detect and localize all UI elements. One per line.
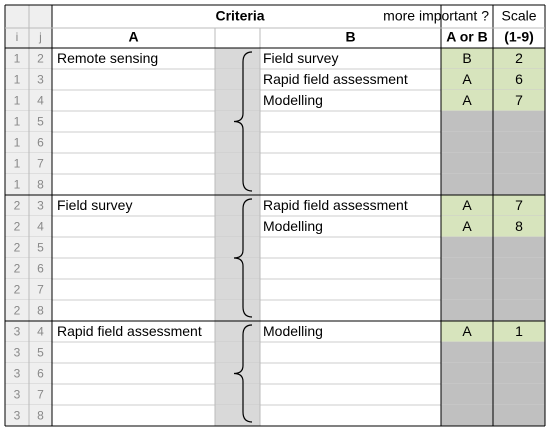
i-cell: 1: [14, 136, 21, 150]
choice-cell: A: [462, 218, 472, 234]
i-cell: 2: [14, 241, 21, 255]
spacer-cell: [215, 237, 260, 258]
scale-cell: 8: [515, 218, 523, 234]
j-cell: 8: [37, 178, 44, 192]
choice-cell: A: [462, 92, 472, 108]
j-cell: 2: [37, 52, 44, 66]
i-cell: 1: [14, 115, 21, 129]
criterion-b: Field survey: [263, 50, 338, 66]
j-cell: 5: [37, 241, 44, 255]
column-header: j: [38, 30, 42, 44]
brace: [233, 324, 253, 423]
j-cell: 8: [37, 409, 44, 423]
j-cell: 7: [37, 283, 44, 297]
spacer-cell: [215, 279, 260, 300]
scale-cell: 6: [515, 71, 523, 87]
criterion-b: Modelling: [263, 218, 323, 234]
spacer-cell: [215, 174, 260, 195]
criterion-b: Rapid field assessment: [263, 71, 408, 87]
column-header: A: [128, 29, 138, 45]
j-cell: 6: [37, 262, 44, 276]
i-cell: 1: [14, 94, 21, 108]
i-cell: 1: [14, 157, 21, 171]
j-cell: 8: [37, 304, 44, 318]
i-cell: 2: [14, 283, 21, 297]
spacer-cell: [215, 69, 260, 90]
i-cell: 2: [14, 262, 21, 276]
spacer-cell: [215, 216, 260, 237]
spacer-cell: [215, 300, 260, 321]
i-cell: 2: [14, 220, 21, 234]
j-cell: 7: [37, 157, 44, 171]
i-cell: 1: [14, 178, 21, 192]
i-cell: 3: [14, 367, 21, 381]
j-cell: 6: [37, 367, 44, 381]
criterion-a: Rapid field assessment: [57, 323, 202, 339]
column-header: A or B: [446, 29, 487, 45]
i-cell: 3: [14, 325, 21, 339]
j-cell: 4: [37, 325, 44, 339]
choice-cell: B: [462, 50, 471, 66]
column-header: B: [345, 29, 355, 45]
i-cell: 3: [14, 409, 21, 423]
choice-cell: A: [462, 71, 472, 87]
header-bg: [5, 5, 545, 48]
spacer-cell: [215, 321, 260, 342]
scale-header: Scale: [501, 8, 536, 24]
scale-cell: 7: [515, 92, 523, 108]
criterion-b: Rapid field assessment: [263, 197, 408, 213]
choice-cell: A: [462, 197, 472, 213]
spacer-cell: [215, 132, 260, 153]
brace: [233, 51, 253, 192]
i-cell: 3: [14, 346, 21, 360]
j-cell: 5: [37, 115, 44, 129]
column-header: (1-9): [504, 29, 534, 45]
spacer-cell: [215, 195, 260, 216]
scale-cell: 7: [515, 197, 523, 213]
spacer-cell: [215, 90, 260, 111]
criterion-b: Modelling: [263, 92, 323, 108]
column-header: i: [16, 30, 19, 44]
criterion-b: Modelling: [263, 323, 323, 339]
spacer-cell: [215, 153, 260, 174]
j-cell: 7: [37, 388, 44, 402]
brace: [233, 198, 253, 318]
criterion-a: Field survey: [57, 197, 132, 213]
j-cell: 5: [37, 346, 44, 360]
j-cell: 4: [37, 220, 44, 234]
criteria-header: Criteria: [215, 8, 264, 24]
i-cell: 1: [14, 52, 21, 66]
more-important-header: more important ?: [383, 8, 489, 24]
j-cell: 4: [37, 94, 44, 108]
spacer-cell: [215, 384, 260, 405]
i-cell: 1: [14, 73, 21, 87]
scale-cell: 2: [515, 50, 523, 66]
spacer-cell: [215, 342, 260, 363]
j-cell: 6: [37, 136, 44, 150]
j-cell: 3: [37, 199, 44, 213]
spacer-cell: [215, 405, 260, 426]
criterion-a: Remote sensing: [57, 50, 158, 66]
choice-cell: A: [462, 323, 472, 339]
scale-cell: 1: [515, 323, 523, 339]
j-cell: 3: [37, 73, 44, 87]
i-cell: 3: [14, 388, 21, 402]
i-cell: 2: [14, 199, 21, 213]
spacer-cell: [215, 48, 260, 69]
spacer-cell: [215, 258, 260, 279]
i-cell: 2: [14, 304, 21, 318]
